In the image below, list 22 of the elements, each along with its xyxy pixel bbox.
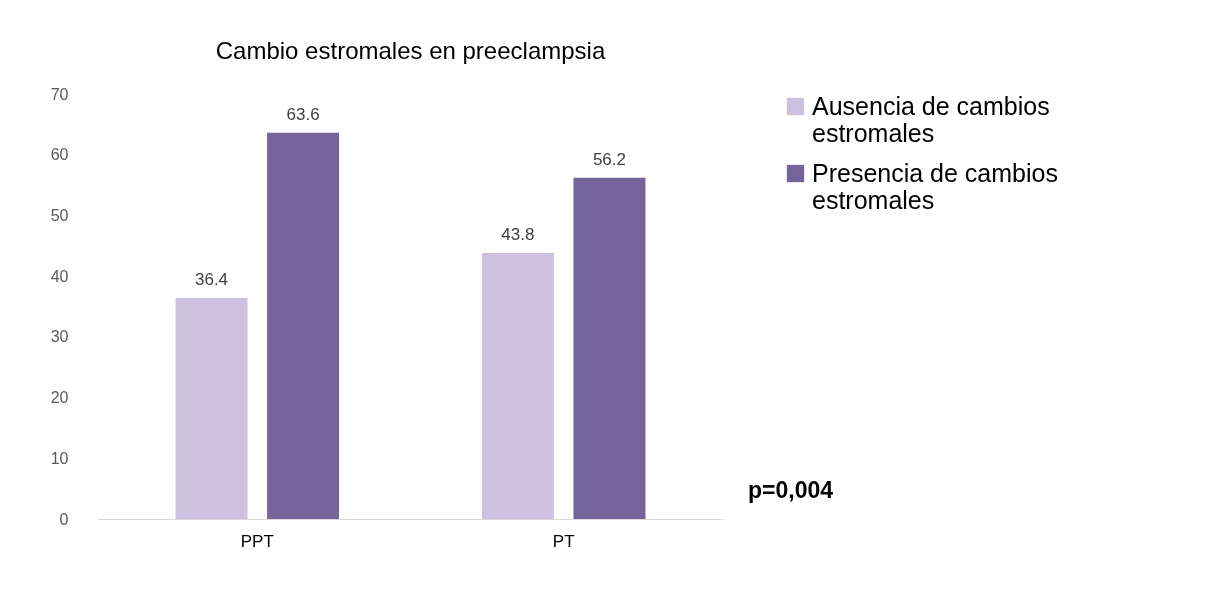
legend-label: Presencia de cambios estromales [812, 158, 1058, 214]
x-tick-label: PPT [240, 531, 274, 551]
data-label: 36.4 [194, 270, 229, 289]
text: p=0,004 [748, 477, 834, 503]
y-tick-label: 70 [50, 85, 69, 103]
chart-title: Cambio estromales en preeclampsia [215, 37, 606, 64]
legend-label: Ausencia de cambios estromales [812, 91, 1050, 147]
y-tick-label: 60 [50, 146, 69, 164]
bar [175, 298, 248, 519]
x-tick-label: PT [552, 531, 575, 551]
y-tick-label: 40 [50, 267, 69, 285]
y-tick-label: 10 [50, 449, 69, 467]
data-label: 43.8 [501, 225, 535, 245]
data-label: 56.2 [592, 149, 627, 169]
y-tick-label: 30 [50, 328, 69, 346]
y-tick-label: 0 [59, 510, 69, 528]
y-tick-label: 20 [50, 389, 69, 407]
data-label: 63.6 [286, 104, 320, 124]
bar [481, 253, 554, 519]
y-tick-label: 50 [50, 206, 69, 224]
bar [267, 132, 340, 519]
bar [573, 177, 646, 519]
